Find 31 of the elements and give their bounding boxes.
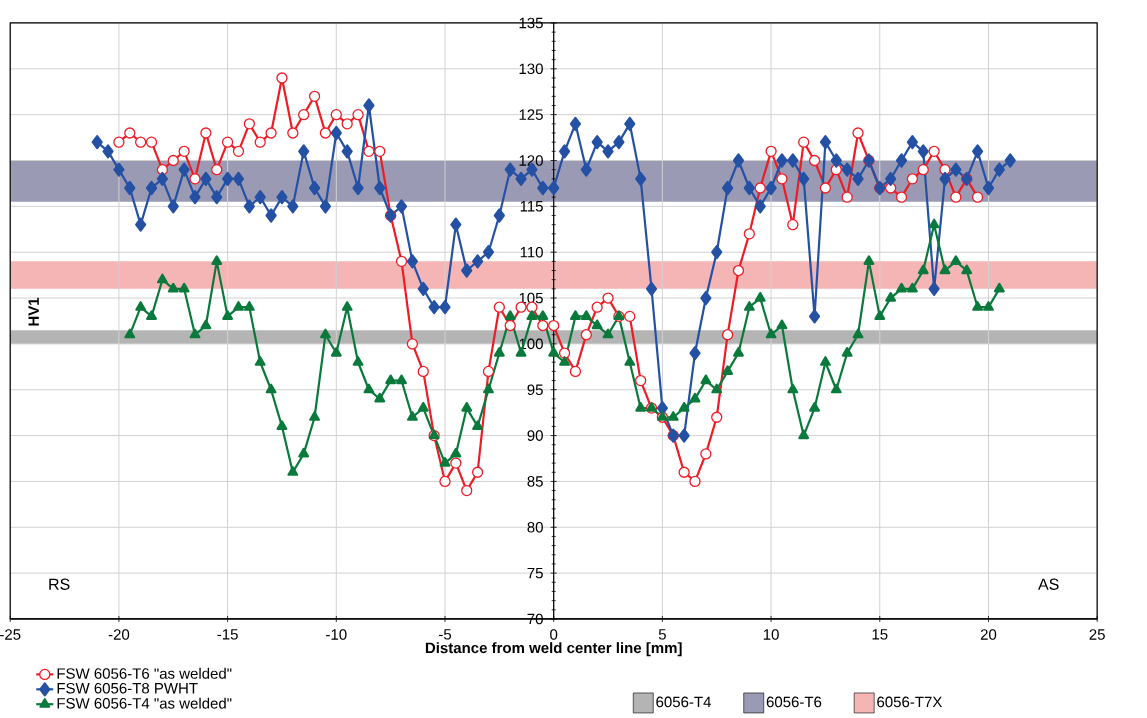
legend-label: 6056-T7X (877, 696, 943, 708)
y-tick-label: 85 (527, 476, 543, 487)
y-tick-label: 105 (519, 292, 543, 304)
x-tick-label: 15 (872, 629, 888, 640)
legend-label: 6056-T6 (766, 696, 822, 708)
y-tick-label: 110 (520, 246, 543, 258)
x-tick-label: -25 (0, 629, 21, 640)
y-tick-label: 125 (519, 109, 543, 120)
y-tick-label: 75 (527, 567, 543, 579)
y-tick-label: 130 (519, 63, 543, 75)
x-tick-label: -5 (439, 629, 452, 640)
y-tick-label: 90 (527, 430, 543, 441)
legend-label: FSW 6056-T8 PWHT (57, 682, 198, 694)
x-tick-label: 5 (658, 629, 666, 640)
legend-label: 6056-T4 (656, 696, 711, 708)
y-tick-label: 115 (520, 201, 543, 212)
annotation: AS (1038, 578, 1059, 590)
legend-label: FSW 6056-T6 "as welded" (57, 667, 232, 679)
x-tick-label: -10 (326, 629, 347, 640)
y-tick-label: 95 (527, 384, 543, 396)
x-tick-label: 20 (980, 629, 997, 640)
annotation: RS (49, 578, 70, 590)
x-tick-label: 0 (550, 629, 558, 640)
x-tick-label: 10 (763, 629, 779, 640)
y-axis-title: HV1 (28, 297, 39, 326)
y-tick-label: 80 (527, 521, 543, 533)
legend-label: FSW 6056-T4 "as welded" (57, 697, 232, 709)
x-tick-label: -20 (108, 629, 130, 640)
x-tick-label: -15 (217, 629, 238, 640)
x-axis-title: Distance from weld center line [mm] (425, 642, 682, 657)
x-tick-label: 25 (1089, 629, 1105, 640)
